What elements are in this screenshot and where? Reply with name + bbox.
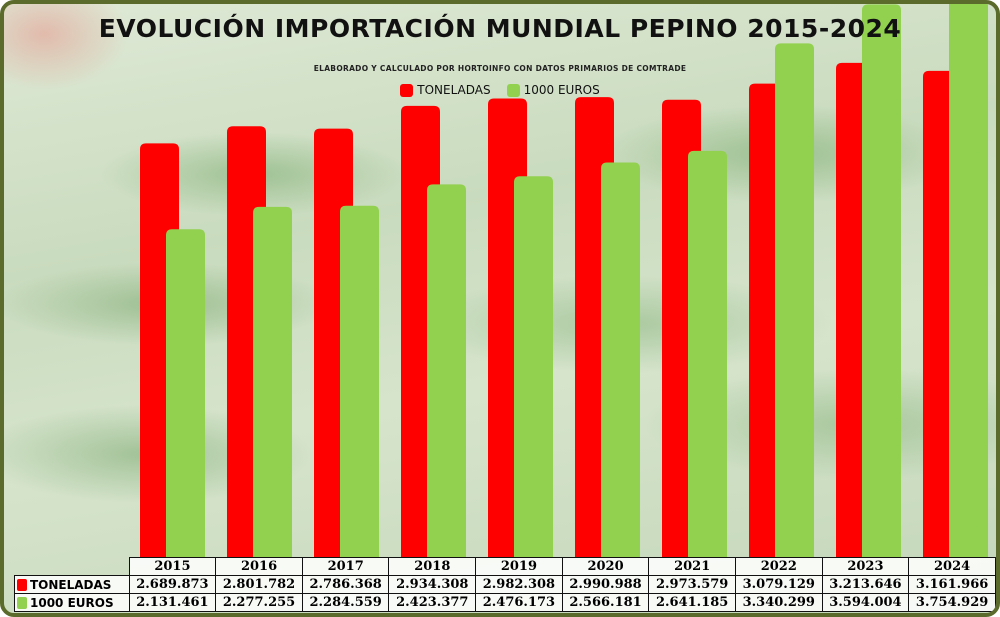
legend-swatch-euros xyxy=(506,83,520,97)
table-cell-euros-2019: 2.476.173 xyxy=(475,593,563,612)
legend-item-euros: 1000 EUROS xyxy=(506,83,600,97)
chart-title: EVOLUCIÓN IMPORTACIÓN MUNDIAL PEPINO 201… xyxy=(98,14,902,43)
chart-subtitle: ELABORADO Y CALCULADO POR HORTOINFO CON … xyxy=(313,64,687,73)
bar-euros-2022 xyxy=(775,43,814,558)
table-cell-toneladas-2017: 2.786.368 xyxy=(301,575,390,594)
table-cell-euros-2020: 2.566.181 xyxy=(561,593,650,612)
legend-item-toneladas: TONELADAS xyxy=(400,83,491,97)
table-row-euros: 1000 EUROS 2.131.461 2.277.255 2.284.559 2.… xyxy=(14,593,996,612)
bar-euros-2019 xyxy=(514,176,553,558)
table-rowhead-label: 1000 EUROS xyxy=(30,595,114,610)
bar-euros-2017 xyxy=(340,205,379,557)
data-table: 2015 2016 2017 2018 2019 2020 2021 2022 2023 2024… xyxy=(14,557,996,612)
bar-euros-2016 xyxy=(253,206,292,557)
table-year-2015: 2015 xyxy=(128,557,217,576)
table-cell-toneladas-2020: 2.990.988 xyxy=(561,575,650,594)
table-cell-euros-2017: 2.284.559 xyxy=(301,593,390,612)
bar-euros-2023 xyxy=(862,4,901,558)
table-year-2024: 2024 xyxy=(908,557,996,576)
table-cell-toneladas-2015: 2.689.873 xyxy=(128,575,217,594)
table-cell-toneladas-2018: 2.934.308 xyxy=(388,575,477,594)
table-cell-euros-2016: 2.277.255 xyxy=(215,593,303,612)
table-cell-toneladas-2023: 3.213.646 xyxy=(821,575,910,594)
bar-euros-2020 xyxy=(601,162,640,557)
table-row-toneladas: TONELADAS 2.689.873 2.801.782 2.786.368 2.9… xyxy=(14,575,996,594)
table-swatch-toneladas xyxy=(17,579,27,591)
bar-euros-2021 xyxy=(688,150,727,558)
table-cell-euros-2023: 3.594.004 xyxy=(821,593,910,612)
table-year-2021: 2021 xyxy=(648,557,736,576)
bar-euros-2015 xyxy=(166,229,205,557)
bar-euros-2024 xyxy=(949,4,988,557)
table-year-2020: 2020 xyxy=(561,557,650,576)
legend: TONELADAS 1000 EUROS xyxy=(4,83,996,97)
table-year-2016: 2016 xyxy=(215,557,303,576)
table-corner xyxy=(15,558,130,576)
table-cell-toneladas-2016: 2.801.782 xyxy=(215,575,303,594)
table-cell-toneladas-2022: 3.079.129 xyxy=(734,575,823,594)
legend-label-toneladas: TONELADAS xyxy=(417,83,491,97)
table-cell-euros-2021: 2.641.185 xyxy=(648,593,736,612)
table-year-2019: 2019 xyxy=(475,557,563,576)
table-cell-toneladas-2021: 2.973.579 xyxy=(648,575,736,594)
table-cell-euros-2018: 2.423.377 xyxy=(388,593,477,612)
legend-label-euros: 1000 EUROS xyxy=(523,83,600,97)
table-cell-toneladas-2024: 3.161.966 xyxy=(908,575,996,594)
table-year-2022: 2022 xyxy=(734,557,823,576)
table-cell-euros-2024: 3.754.929 xyxy=(908,593,996,612)
table-year-2017: 2017 xyxy=(301,557,390,576)
table-rowhead-toneladas: TONELADAS xyxy=(14,575,130,594)
table-year-2018: 2018 xyxy=(388,557,477,576)
table-rowhead-label: TONELADAS xyxy=(30,577,112,592)
table-year-2023: 2023 xyxy=(821,557,910,576)
table-rowhead-euros: 1000 EUROS xyxy=(14,593,130,612)
table-cell-toneladas-2019: 2.982.308 xyxy=(475,575,563,594)
table-swatch-euros xyxy=(17,597,27,609)
chart-plot xyxy=(140,4,988,558)
table-header-row: 2015 2016 2017 2018 2019 2020 2021 2022 2023 2024 xyxy=(15,557,996,576)
legend-swatch-toneladas xyxy=(400,83,414,97)
table-cell-euros-2022: 3.340.299 xyxy=(734,593,823,612)
table-cell-euros-2015: 2.131.461 xyxy=(128,593,217,612)
bar-euros-2018 xyxy=(427,184,466,557)
